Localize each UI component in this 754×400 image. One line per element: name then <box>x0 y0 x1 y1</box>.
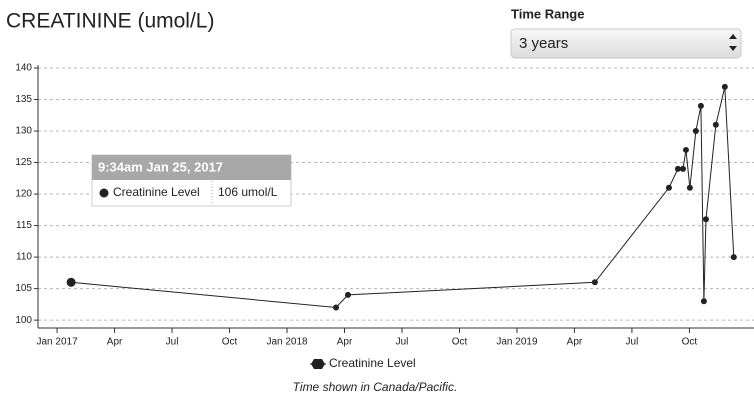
data-point <box>679 165 686 172</box>
x-tick-label: Jul <box>396 337 409 348</box>
x-tick-label: Jan 2019 <box>496 337 538 348</box>
x-tick-label: Apr <box>107 337 123 348</box>
y-tick-label: 115 <box>16 220 32 231</box>
chart-title: CREATININE (umol/L) <box>6 10 214 33</box>
x-tick-label: Apr <box>567 337 583 348</box>
data-point <box>682 146 689 153</box>
x-tick-label: Jul <box>626 337 639 348</box>
y-tick-label: 130 <box>15 126 32 137</box>
data-point <box>665 184 672 191</box>
y-tick-label: 140 <box>15 63 32 74</box>
x-tick-label: Jul <box>166 337 179 348</box>
time-range-select[interactable]: 3 years <box>510 28 742 59</box>
x-tick-label: Jan 2018 <box>266 337 308 348</box>
tooltip-value: 106 umol/L <box>218 185 278 199</box>
x-tick-label: Apr <box>337 337 353 348</box>
data-point <box>674 165 681 172</box>
tooltip-swatch <box>99 188 109 198</box>
legend-marker <box>311 359 325 369</box>
data-point <box>66 277 76 287</box>
footnote: Time shown in Canada/Pacific. <box>293 380 458 394</box>
select-value[interactable]: 3 years <box>519 35 568 52</box>
series-line <box>71 86 735 309</box>
data-point <box>692 128 699 135</box>
data-point <box>332 304 339 311</box>
data-point <box>591 279 598 286</box>
tooltip-title: 9:34am Jan 25, 2017 <box>98 159 223 174</box>
tooltip-series: Creatinine Level <box>113 185 200 199</box>
y-tick-label: 105 <box>15 283 32 294</box>
data-point <box>344 291 351 298</box>
y-tick-label: 100 <box>15 315 32 326</box>
legend-label: Creatinine Level <box>329 356 416 370</box>
tooltip-header <box>92 155 291 180</box>
x-tick-label: Oct <box>682 337 698 348</box>
data-point <box>686 184 693 191</box>
x-tick-label: Jan 2017 <box>37 337 79 348</box>
select-arrows[interactable] <box>729 34 737 51</box>
y-tick-label: 135 <box>15 94 32 105</box>
data-point <box>697 102 704 109</box>
data-point <box>721 83 728 90</box>
tooltip: 9:34am Jan 25, 2017 Creatinine Level 106 u… <box>91 154 292 207</box>
time-range-label: Time Range <box>511 6 584 21</box>
data-point <box>700 298 707 305</box>
data-point <box>702 216 709 223</box>
y-tick-label: 125 <box>15 157 32 168</box>
plot: 100 105 110 115 120 125 130 135 140 Jan 2017 Apr Ju… <box>15 63 754 370</box>
y-tick-label: 120 <box>15 189 32 200</box>
x-tick-label: Oct <box>452 337 468 348</box>
data-point <box>730 254 737 261</box>
data-point <box>712 121 719 128</box>
select-box[interactable] <box>510 28 742 59</box>
y-tick-label: 110 <box>16 252 32 263</box>
x-tick-label: Oct <box>222 337 238 348</box>
